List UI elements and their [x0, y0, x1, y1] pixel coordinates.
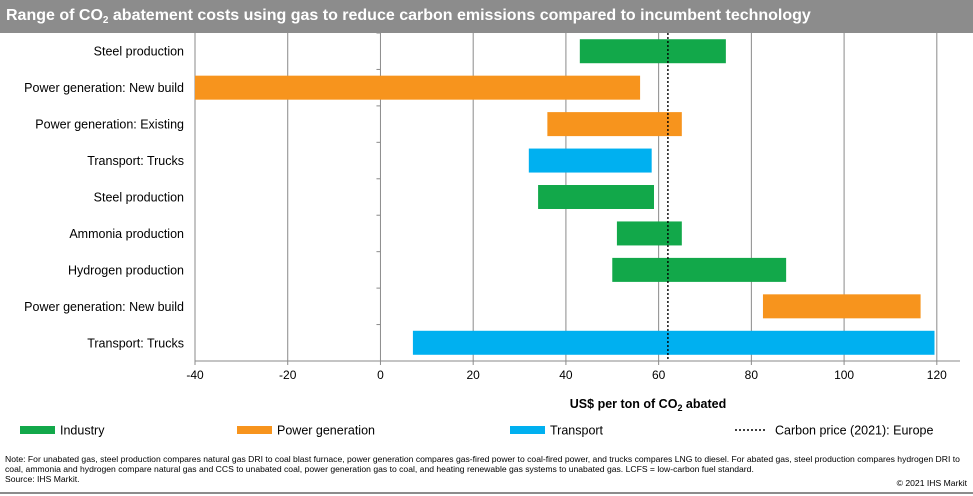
- chart-title: Range of CO2 abatement costs using gas t…: [6, 7, 811, 26]
- bar-5: [616, 221, 682, 246]
- x-tick-labels: -40 -20 0 20 40 60 80 100 120: [186, 368, 947, 382]
- category-label-1: Power generation: New build: [24, 81, 184, 95]
- bar-4: [538, 185, 654, 209]
- title-bar: Range of CO2 abatement costs using gas t…: [0, 0, 973, 33]
- category-label-4: Steel production: [94, 191, 184, 205]
- x-tick-label-2: 0: [377, 368, 384, 382]
- legend-swatch-1: [237, 426, 272, 434]
- bar-0: [579, 39, 726, 64]
- x-tick-label-3: 20: [467, 368, 481, 382]
- bar-2: [547, 112, 682, 137]
- x-tick-label-6: 80: [745, 368, 759, 382]
- x-tick-label-1: -20: [279, 368, 297, 382]
- x-tick-label-5: 60: [652, 368, 666, 382]
- footnote-note: Note: For unabated gas, steel production…: [5, 454, 960, 474]
- copyright: © 2021 IHS Markit: [896, 478, 967, 488]
- legend-label-3: Carbon price (2021): Europe: [775, 424, 933, 438]
- footnote-source: Source: IHS Markit.: [5, 474, 80, 484]
- legend-swatch-2: [510, 426, 545, 434]
- category-label-5: Ammonia production: [69, 227, 184, 241]
- bar-1: [195, 75, 641, 100]
- legend-label-0: Industry: [60, 424, 105, 438]
- legend-swatch-0: [20, 426, 55, 434]
- category-label-7: Power generation: New build: [24, 300, 184, 314]
- legend-label-2: Transport: [550, 424, 604, 438]
- bar-6: [612, 257, 787, 282]
- bar-7: [762, 294, 921, 319]
- range-bar-chart: Steel production Power generation: New bu…: [20, 33, 960, 438]
- legend-label-1: Power generation: [277, 424, 375, 438]
- footnote: Note: For unabated gas, steel production…: [5, 454, 971, 484]
- category-label-2: Power generation: Existing: [35, 118, 184, 132]
- category-label-3: Transport: Trucks: [87, 154, 184, 168]
- category-label-8: Transport: Trucks: [87, 336, 184, 350]
- x-tick-label-8: 120: [927, 368, 947, 382]
- category-label-0: Steel production: [94, 45, 184, 59]
- legend: Industry Power generation Transport Carbon …: [20, 424, 933, 438]
- bottom-rule: [0, 492, 973, 494]
- x-axis-title: US$ per ton of CO2 abated: [570, 397, 726, 413]
- x-tick-label-7: 100: [834, 368, 854, 382]
- bar-3: [528, 148, 652, 173]
- category-labels: Steel production Power generation: New bu…: [24, 45, 184, 351]
- x-tick-label-0: -40: [186, 368, 204, 382]
- range-bars: [195, 39, 935, 355]
- x-tick-label-4: 40: [559, 368, 573, 382]
- category-label-6: Hydrogen production: [68, 263, 184, 277]
- bar-8: [412, 330, 935, 355]
